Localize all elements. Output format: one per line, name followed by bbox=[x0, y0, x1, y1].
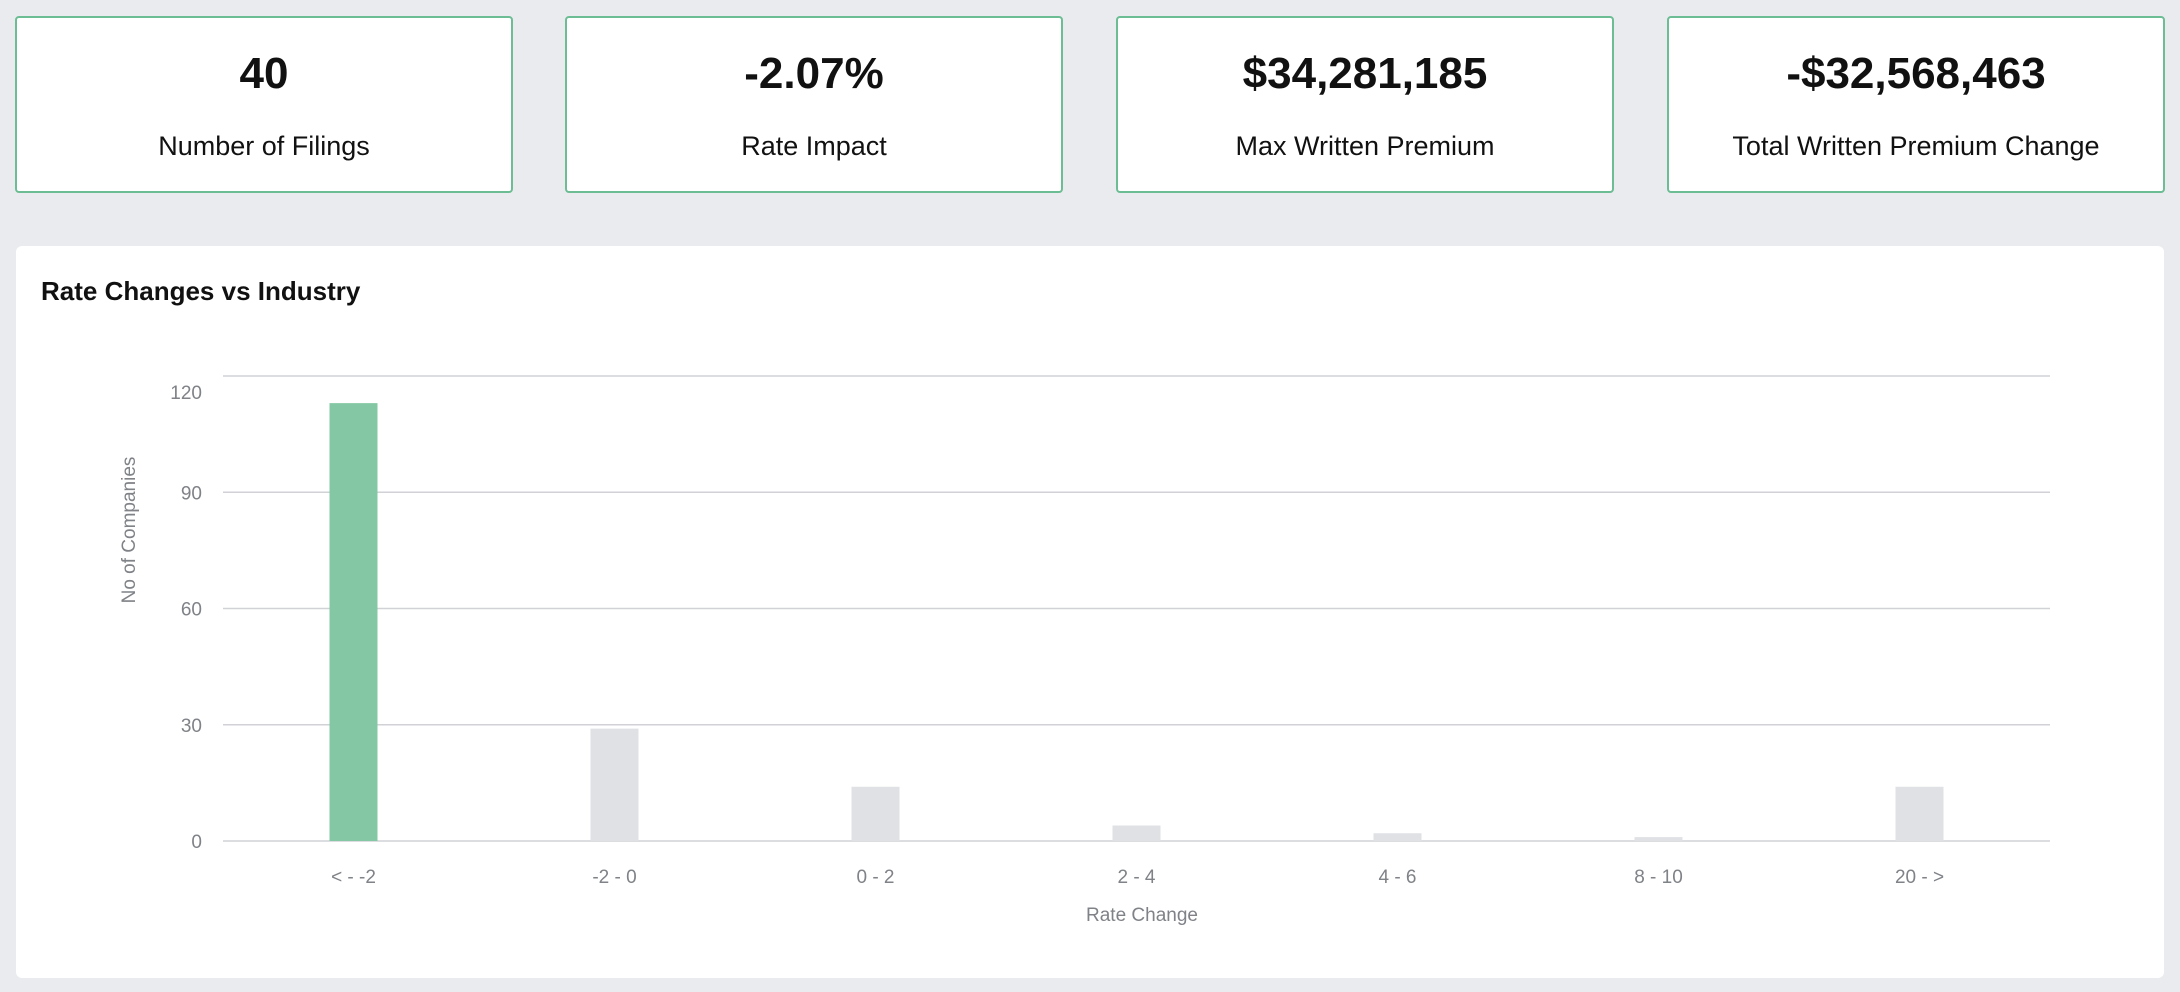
kpi-value: $34,281,185 bbox=[1242, 49, 1488, 98]
bar-6[interactable] bbox=[1895, 786, 1944, 841]
x-tick-label: 0 - 2 bbox=[856, 867, 894, 888]
y-axis-ticks: 0 30 60 90 120 bbox=[170, 383, 202, 853]
kpi-cards: 40 Number of Filings -2.07% Rate Impact … bbox=[15, 16, 2165, 193]
x-axis-ticks: < - -2 -2 - 0 0 - 2 2 - 4 4 - 6 8 - 10 20 - > bbox=[331, 867, 1944, 888]
kpi-value: 40 bbox=[239, 49, 289, 98]
bar-1[interactable] bbox=[590, 728, 639, 841]
kpi-card-rate-impact: -2.07% Rate Impact bbox=[565, 16, 1063, 193]
kpi-label: Rate Impact bbox=[741, 131, 887, 161]
x-tick-label: 2 - 4 bbox=[1117, 867, 1155, 888]
x-tick-label: 20 - > bbox=[1895, 867, 1944, 888]
bar-2[interactable] bbox=[851, 786, 900, 841]
x-tick-label: < - -2 bbox=[331, 867, 376, 888]
kpi-card-max-written-premium: $34,281,185 Max Written Premium bbox=[1116, 16, 1614, 193]
y-tick-label: 90 bbox=[181, 483, 202, 504]
bar-4[interactable] bbox=[1373, 833, 1422, 841]
y-tick-label: 30 bbox=[181, 716, 202, 737]
bar-5[interactable] bbox=[1634, 837, 1683, 841]
kpi-label: Total Written Premium Change bbox=[1732, 131, 2100, 161]
kpi-label: Number of Filings bbox=[158, 131, 370, 161]
gridlines bbox=[223, 375, 2050, 842]
x-axis-title: Rate Change bbox=[1086, 905, 1198, 926]
bar-chart: 0 30 60 90 120 < - -2 -2 - 0 0 - 2 2 - 4 4 - 6 8 … bbox=[119, 375, 2050, 926]
kpi-value: -$32,568,463 bbox=[1786, 49, 2046, 98]
x-tick-label: 4 - 6 bbox=[1378, 867, 1416, 888]
kpi-card-filings: 40 Number of Filings bbox=[15, 16, 513, 193]
y-tick-label: 0 bbox=[191, 832, 202, 853]
y-tick-label: 120 bbox=[170, 383, 202, 404]
y-axis-title: No of Companies bbox=[119, 457, 140, 604]
chart-panel: Rate Changes vs Industry 0 30 60 90 120 < - … bbox=[16, 246, 2164, 978]
bar-0[interactable] bbox=[329, 403, 378, 841]
kpi-value: -2.07% bbox=[744, 49, 884, 98]
bars bbox=[329, 403, 1944, 842]
y-tick-label: 60 bbox=[181, 600, 202, 621]
kpi-label: Max Written Premium bbox=[1235, 131, 1495, 161]
x-tick-label: -2 - 0 bbox=[592, 867, 636, 888]
x-tick-label: 8 - 10 bbox=[1634, 867, 1683, 888]
bar-3[interactable] bbox=[1112, 825, 1161, 842]
chart-title: Rate Changes vs Industry bbox=[41, 276, 361, 306]
kpi-card-total-premium-change: -$32,568,463 Total Written Premium Chang… bbox=[1667, 16, 2165, 193]
